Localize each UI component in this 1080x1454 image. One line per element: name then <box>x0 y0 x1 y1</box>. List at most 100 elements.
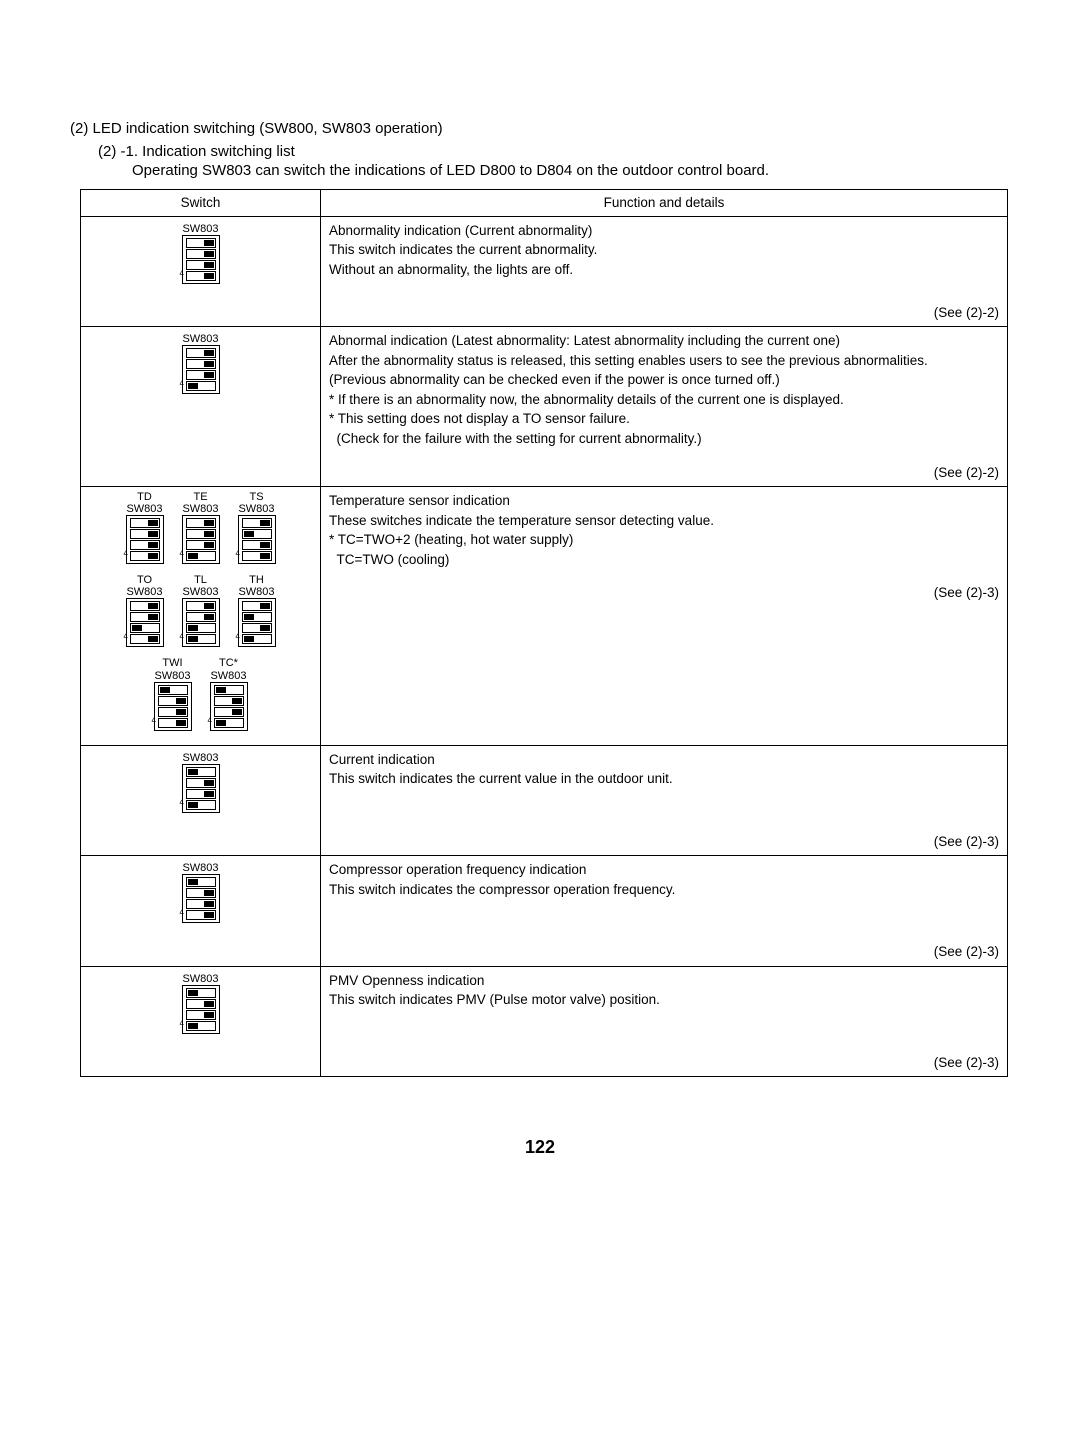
dip-knob <box>204 614 214 620</box>
dip-knob <box>188 879 198 885</box>
dip-label: SW803 <box>182 503 218 515</box>
dip-row <box>186 381 216 391</box>
dip-row-number: 4 <box>180 380 184 388</box>
dip-label: SW803 <box>182 223 218 235</box>
dip-row-group: TDSW8034TESW8034TSSW8034 <box>89 491 312 564</box>
dip-knob <box>148 520 158 526</box>
dip-row <box>130 518 160 528</box>
dip-knob <box>204 1001 214 1007</box>
table-row: SW8034 PMV Openness indicationThis switch… <box>81 966 1008 1077</box>
switch-cell: TDSW8034TESW8034TSSW8034TOSW8034TLSW8034… <box>81 487 321 746</box>
dip-row <box>130 529 160 539</box>
dip-row-number: 4 <box>124 633 128 641</box>
dip-row <box>186 988 216 998</box>
dip-knob <box>188 802 198 808</box>
function-cell: Compressor operation frequency indicatio… <box>321 856 1008 967</box>
function-text-line: * This setting does not display a TO sen… <box>329 409 999 429</box>
dip-box: 4 <box>182 515 220 564</box>
dip-row <box>242 518 272 528</box>
dip-row <box>186 271 216 281</box>
dip-switch-block: TSSW8034 <box>238 491 276 564</box>
dip-box: 4 <box>182 764 220 813</box>
heading-description: Operating SW803 can switch the indicatio… <box>132 162 1010 179</box>
dip-knob <box>148 636 158 642</box>
dip-row <box>186 612 216 622</box>
dip-label: SW803 <box>182 333 218 345</box>
dip-row <box>242 623 272 633</box>
function-cell: Abnormal indication (Latest abnormality:… <box>321 327 1008 487</box>
dip-knob <box>204 912 214 918</box>
function-text-line: This switch indicates PMV (Pulse motor v… <box>329 990 999 1010</box>
dip-knob <box>188 1023 198 1029</box>
dip-label: SW803 <box>182 973 218 985</box>
dip-switch-block: SW8034 <box>182 862 220 923</box>
dip-knob <box>176 698 186 704</box>
function-text-line: Without an abnormality, the lights are o… <box>329 260 999 280</box>
function-text-line: (Check for the failure with the setting … <box>329 429 999 449</box>
dip-row-group: SW8034 <box>89 860 312 923</box>
dip-row <box>186 789 216 799</box>
dip-label: SW803 <box>126 586 162 598</box>
dip-row <box>186 518 216 528</box>
function-text-line: Abnormality indication (Current abnormal… <box>329 221 999 241</box>
dip-row <box>158 707 188 717</box>
dip-switch-block: TDSW8034 <box>126 491 164 564</box>
switch-cell: SW8034 <box>81 856 321 967</box>
dip-row <box>186 540 216 550</box>
dip-top-label: TC* <box>219 657 238 669</box>
dip-knob <box>176 709 186 715</box>
dip-label: SW803 <box>126 503 162 515</box>
function-text-line: These switches indicate the temperature … <box>329 511 999 531</box>
dip-box: 4 <box>182 985 220 1034</box>
see-reference: (See (2)-3) <box>329 928 999 962</box>
dip-knob <box>204 350 214 356</box>
dip-label: SW803 <box>182 752 218 764</box>
dip-row <box>214 707 244 717</box>
table-row: TDSW8034TESW8034TSSW8034TOSW8034TLSW8034… <box>81 487 1008 746</box>
function-text-line: * TC=TWO+2 (heating, hot water supply) <box>329 530 999 550</box>
function-cell: Abnormality indication (Current abnormal… <box>321 216 1008 327</box>
table-row: SW803 4 Abnormality indication (Current ab… <box>81 216 1008 327</box>
dip-knob <box>204 890 214 896</box>
dip-knob <box>160 687 170 693</box>
switch-cell: SW8034 <box>81 745 321 856</box>
dip-knob <box>244 614 254 620</box>
dip-knob <box>232 709 242 715</box>
dip-switch-block: TC*SW8034 <box>210 657 248 730</box>
dip-box: 4 <box>210 682 248 731</box>
dip-row <box>186 359 216 369</box>
header-function: Function and details <box>321 190 1008 217</box>
dip-row <box>130 612 160 622</box>
dip-box: 4 <box>182 874 220 923</box>
dip-switch-block: TOSW8034 <box>126 574 164 647</box>
dip-label: SW803 <box>238 503 274 515</box>
dip-row-number: 4 <box>180 270 184 278</box>
dip-knob <box>204 273 214 279</box>
function-cell: Current indicationThis switch indicates … <box>321 745 1008 856</box>
dip-row <box>242 634 272 644</box>
dip-knob <box>216 687 226 693</box>
dip-box: 4 <box>238 598 276 647</box>
dip-row-group: SW803 4 <box>89 331 312 394</box>
dip-row <box>186 249 216 259</box>
dip-switch-block: TLSW8034 <box>182 574 220 647</box>
dip-row-number: 4 <box>152 717 156 725</box>
dip-row <box>130 551 160 561</box>
dip-knob <box>204 603 214 609</box>
dip-knob <box>260 625 270 631</box>
table-row: SW8034Current indicationThis switch indi… <box>81 745 1008 856</box>
dip-row <box>186 899 216 909</box>
function-text-line: * If there is an abnormality now, the ab… <box>329 390 999 410</box>
dip-box: 4 <box>182 345 220 394</box>
see-reference: (See (2)-2) <box>329 289 999 323</box>
function-text-line: TC=TWO (cooling) <box>329 550 999 570</box>
see-reference: (See (2)-3) <box>329 1039 999 1073</box>
dip-label: SW803 <box>182 586 218 598</box>
dip-switch-block: THSW8034 <box>238 574 276 647</box>
dip-knob <box>204 262 214 268</box>
function-cell: PMV Openness indicationThis switch indic… <box>321 966 1008 1077</box>
dip-row <box>158 685 188 695</box>
dip-label: SW803 <box>182 862 218 874</box>
function-text-line: PMV Openness indication <box>329 971 999 991</box>
dip-knob <box>204 531 214 537</box>
